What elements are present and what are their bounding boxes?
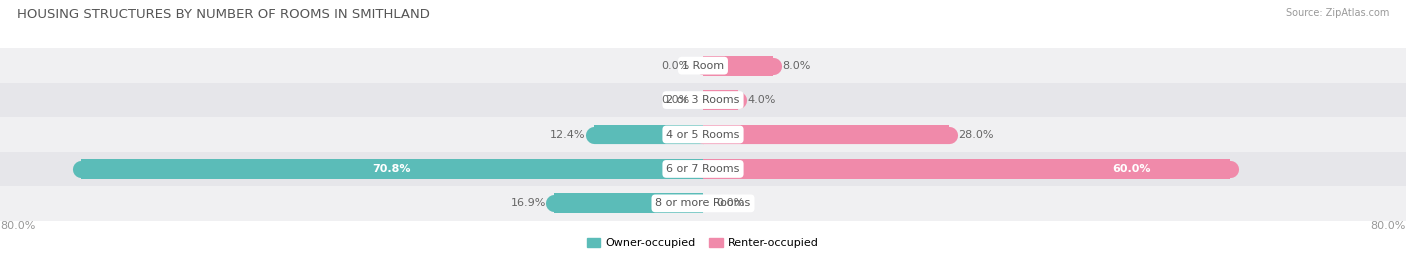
Bar (0, 117, 1406, 152)
Bar (82, 159, 703, 179)
Text: HOUSING STRUCTURES BY NUMBER OF ROOMS IN SMITHLAND: HOUSING STRUCTURES BY NUMBER OF ROOMS IN… (17, 8, 430, 21)
Text: 0.0%: 0.0% (662, 95, 690, 105)
Text: 8 or more Rooms: 8 or more Rooms (655, 198, 751, 208)
Text: 28.0%: 28.0% (957, 129, 993, 140)
Bar (554, 193, 703, 213)
Bar (703, 90, 738, 110)
Text: 8.0%: 8.0% (782, 61, 810, 71)
Text: 80.0%: 80.0% (0, 221, 35, 231)
Text: 70.8%: 70.8% (373, 164, 411, 174)
Bar (0, 48, 1406, 83)
Text: 4 or 5 Rooms: 4 or 5 Rooms (666, 129, 740, 140)
Text: 0.0%: 0.0% (716, 198, 744, 208)
Bar (703, 159, 1230, 179)
Bar (0, 152, 1406, 186)
Bar (703, 125, 949, 144)
Bar (593, 125, 703, 144)
Text: 2 or 3 Rooms: 2 or 3 Rooms (666, 95, 740, 105)
Text: 6 or 7 Rooms: 6 or 7 Rooms (666, 164, 740, 174)
Text: 4.0%: 4.0% (747, 95, 775, 105)
Text: 16.9%: 16.9% (510, 198, 546, 208)
Text: 80.0%: 80.0% (1371, 221, 1406, 231)
Text: 1 Room: 1 Room (682, 61, 724, 71)
Text: 0.0%: 0.0% (662, 61, 690, 71)
Bar (703, 56, 773, 76)
Text: 12.4%: 12.4% (550, 129, 585, 140)
Bar (0, 186, 1406, 221)
Text: 60.0%: 60.0% (1112, 164, 1152, 174)
Bar (0, 83, 1406, 117)
Legend: Owner-occupied, Renter-occupied: Owner-occupied, Renter-occupied (582, 233, 824, 253)
Text: Source: ZipAtlas.com: Source: ZipAtlas.com (1285, 8, 1389, 18)
